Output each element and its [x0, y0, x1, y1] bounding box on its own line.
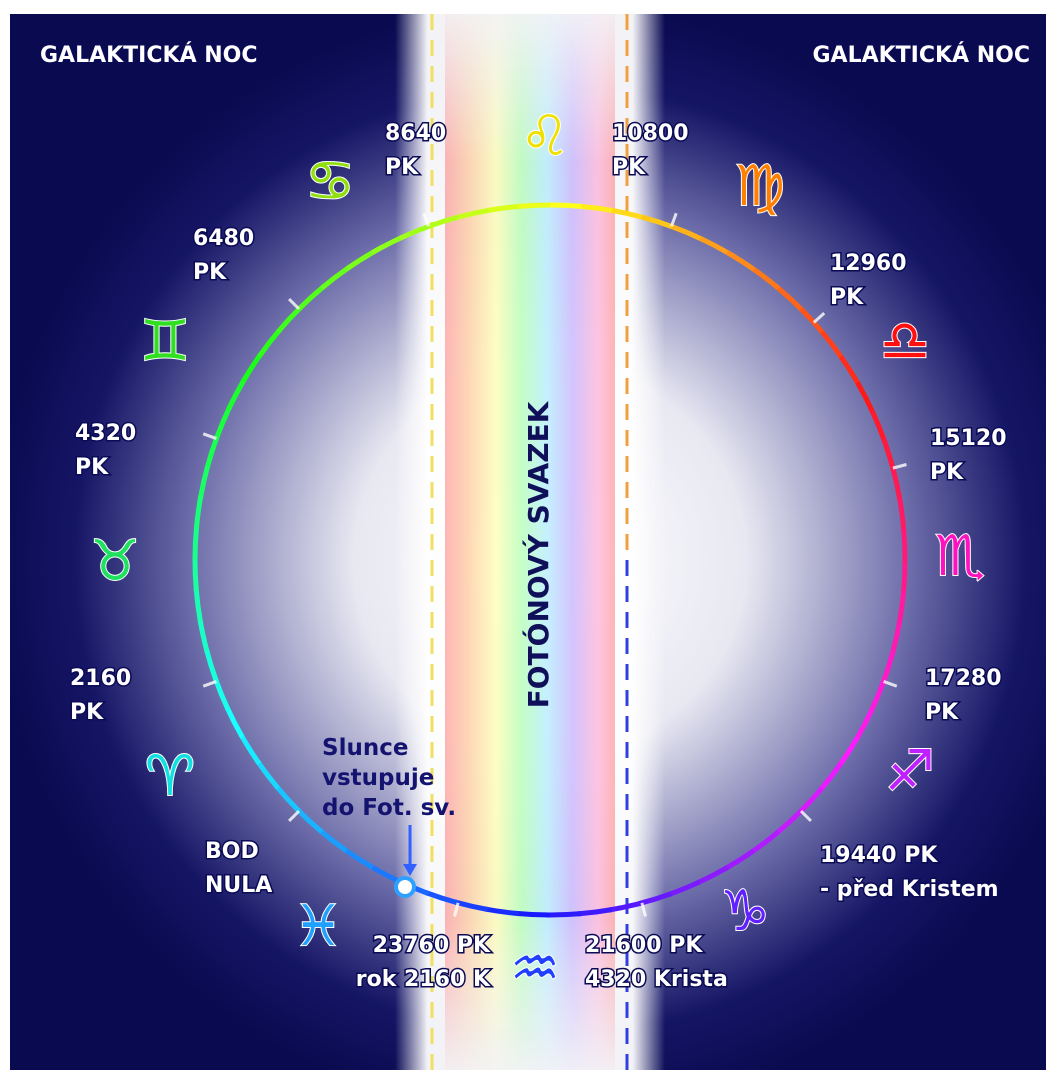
marker-label: NULA — [205, 873, 272, 898]
marker-label: 6480 — [193, 226, 254, 251]
marker-label: PK — [75, 455, 109, 480]
marker-label: rok 2160 K — [356, 967, 491, 992]
beam-label: FOTÓNOVÝ SVAZEK — [521, 400, 555, 708]
header-right: GALAKTICKÁ NOC — [812, 42, 1030, 68]
marker-label: PK — [830, 285, 864, 310]
header-left: GALAKTICKÁ NOC — [40, 42, 258, 68]
entry-point — [396, 878, 414, 896]
ring-arc — [195, 557, 196, 591]
ring-arc — [195, 526, 197, 560]
sun-note: vstupuje — [322, 765, 434, 791]
marker-label: PK — [930, 460, 964, 485]
ring-arc — [550, 205, 584, 207]
marker-label: 23760 PK — [373, 933, 491, 958]
zodiac-sign: ♋ — [305, 149, 355, 214]
marker-label: PK — [612, 155, 646, 180]
marker-label: - před Kristem — [820, 877, 999, 902]
marker-label: BOD — [205, 839, 259, 864]
zodiac-sign: ♌ — [520, 104, 570, 169]
marker-label: 4320 Krista — [585, 967, 728, 992]
zodiac-sign: ♈ — [145, 744, 195, 809]
zodiac-sign: ♒ — [510, 936, 560, 1001]
diagram: GALAKTICKÁ NOC GALAKTICKÁ NOC FOTÓNOVÝ S… — [0, 0, 1056, 1084]
marker-label: 12960 — [830, 251, 907, 276]
ring-arc — [519, 205, 553, 206]
marker-label: 4320 — [75, 421, 136, 446]
sun-note: do Fot. sv. — [322, 795, 456, 821]
sun-note: Slunce — [322, 735, 408, 761]
marker-label: 2160 — [70, 666, 131, 691]
zodiac-sign: ♑ — [720, 879, 770, 944]
zodiac-sign: ♉ — [90, 529, 140, 594]
ring-arc — [516, 913, 550, 915]
marker-label: PK — [193, 260, 227, 285]
zodiac-sign: ♎ — [880, 309, 930, 374]
zodiac-sign: ♏ — [935, 524, 985, 589]
ring-arc — [903, 560, 905, 594]
marker-label: 21600 PK — [585, 933, 703, 958]
zodiac-sign: ♊ — [140, 309, 190, 374]
marker-label: 8640 — [385, 121, 446, 146]
zodiac-sign: ♍ — [735, 154, 785, 219]
marker-label: 19440 PK — [820, 843, 938, 868]
marker-label: PK — [925, 700, 959, 725]
zodiac-sign: ♓ — [293, 894, 343, 959]
zodiac-sign: ♐ — [885, 739, 935, 804]
marker-label: 15120 — [930, 426, 1007, 451]
marker-label: PK — [70, 700, 104, 725]
marker-label: 17280 — [925, 666, 1002, 691]
ring-arc — [904, 529, 905, 563]
marker-label: 10800 — [612, 121, 689, 146]
marker-label: PK — [385, 155, 419, 180]
ring-arc — [547, 914, 581, 915]
